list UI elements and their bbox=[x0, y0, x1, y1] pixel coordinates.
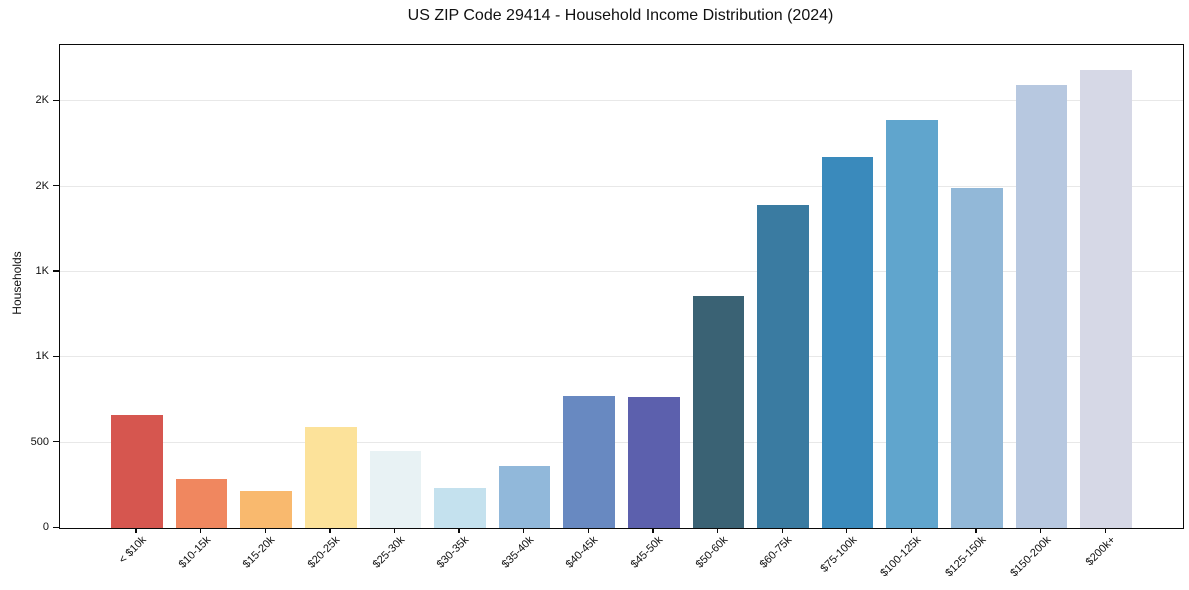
y-tick-mark bbox=[53, 355, 59, 358]
x-tick-label: $25-30k bbox=[370, 534, 407, 571]
bar-$15-20k bbox=[240, 491, 292, 528]
x-tick-mark bbox=[200, 528, 202, 534]
x-tick-mark bbox=[329, 528, 331, 534]
x-tick-label: $10-15k bbox=[176, 534, 214, 571]
y-tick-label: 1K bbox=[35, 350, 49, 363]
x-tick-label: $45-50k bbox=[628, 534, 666, 571]
gridline bbox=[60, 356, 1183, 358]
gridline bbox=[60, 441, 1183, 443]
gridline bbox=[60, 185, 1183, 187]
x-tick-label: $40-45k bbox=[564, 534, 601, 571]
gridline bbox=[60, 271, 1183, 272]
x-tick-mark bbox=[587, 528, 589, 534]
x-tick-mark bbox=[135, 528, 137, 534]
y-tick-mark bbox=[53, 99, 59, 102]
plot-area bbox=[59, 44, 1184, 529]
x-tick-mark bbox=[716, 528, 719, 534]
bar-$150-200k bbox=[1015, 85, 1068, 528]
x-tick-mark bbox=[652, 528, 654, 534]
bar-$125-150k bbox=[951, 187, 1003, 528]
x-tick-label: $100-125k bbox=[878, 534, 924, 580]
x-tick-label: $50-60k bbox=[693, 534, 730, 571]
x-tick-label: $20-25k bbox=[305, 534, 343, 571]
y-tick-label: 500 bbox=[30, 435, 49, 448]
y-tick-mark bbox=[53, 441, 59, 443]
y-tick-label: 0 bbox=[42, 521, 49, 533]
x-tick-mark bbox=[1104, 528, 1106, 534]
y-tick-label: 1K bbox=[35, 264, 49, 277]
x-tick-mark bbox=[264, 528, 266, 534]
x-tick-label: $200k+ bbox=[1083, 534, 1118, 569]
bar-$100-125k bbox=[886, 120, 939, 528]
bar-$50-60k bbox=[692, 295, 745, 528]
y-axis-label: Households bbox=[10, 251, 24, 315]
x-tick-label: < $10k bbox=[116, 534, 149, 567]
x-tick-mark bbox=[458, 528, 460, 534]
x-tick-label: $125-150k bbox=[943, 534, 989, 580]
bar-$20-25k bbox=[304, 427, 357, 528]
x-tick-label: $35-40k bbox=[499, 534, 537, 571]
x-tick-mark bbox=[1039, 528, 1042, 534]
bar-$30-35k bbox=[434, 487, 486, 528]
x-tick-label: $60-75k bbox=[757, 534, 795, 571]
x-tick-label: $15-20k bbox=[241, 534, 278, 571]
chart-title: US ZIP Code 29414 - Household Income Dis… bbox=[407, 7, 834, 24]
x-tick-mark bbox=[975, 528, 977, 534]
x-tick-mark bbox=[523, 528, 525, 534]
bar-$25-30k bbox=[369, 451, 422, 528]
gridline bbox=[60, 100, 1183, 102]
bar-$75-100k bbox=[821, 156, 874, 528]
x-tick-label: $150-200k bbox=[1007, 534, 1053, 580]
x-tick-mark bbox=[393, 528, 396, 534]
bar-$200k+ bbox=[1080, 69, 1132, 528]
y-tick-mark bbox=[53, 270, 59, 272]
x-tick-mark bbox=[910, 528, 913, 534]
bar-$10-15k bbox=[175, 478, 228, 528]
x-tick-mark bbox=[781, 528, 783, 534]
x-tick-mark bbox=[846, 528, 848, 534]
x-tick-label: $30-35k bbox=[434, 534, 472, 571]
bar-$60-75k bbox=[757, 205, 809, 528]
bar-$40-45k bbox=[563, 395, 616, 528]
y-tick-label: 2K bbox=[35, 94, 49, 107]
y-tick-label: 2K bbox=[35, 179, 49, 192]
x-tick-label: $75-100k bbox=[818, 534, 860, 575]
bar-$35-40k bbox=[498, 465, 551, 528]
bar-$45-50k bbox=[627, 396, 680, 528]
y-tick-mark bbox=[53, 526, 59, 528]
bar-< $10k bbox=[111, 415, 163, 528]
y-tick-mark bbox=[53, 185, 59, 187]
